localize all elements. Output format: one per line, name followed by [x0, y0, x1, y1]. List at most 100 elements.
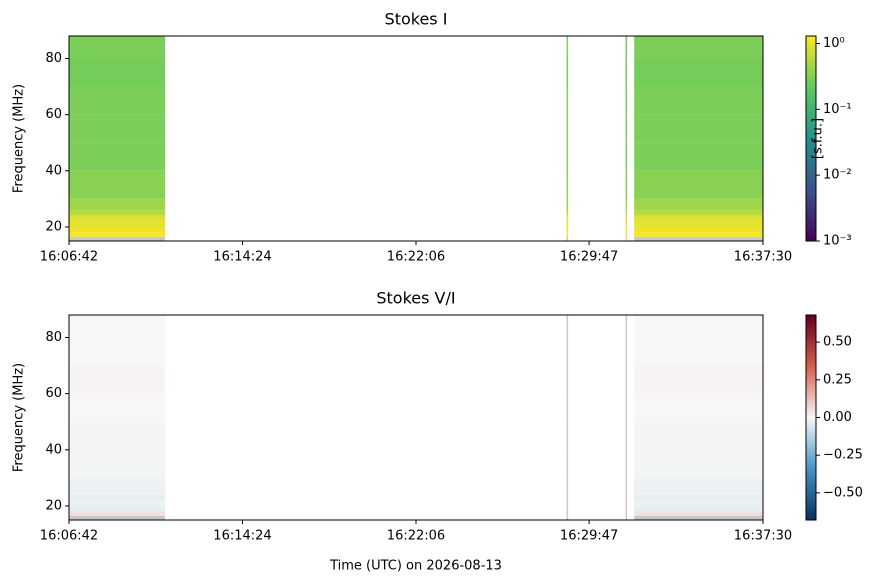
heat-cell: [625, 494, 628, 501]
colorbar-swatch: [806, 60, 816, 64]
heat-cell: [634, 505, 763, 512]
colorbar-swatch: [806, 208, 816, 211]
heat-cell: [634, 421, 763, 450]
colorbar-swatch: [806, 68, 816, 72]
colorbar-swatch: [806, 384, 816, 388]
colorbar-swatch: [806, 442, 816, 445]
colorbar-swatch: [806, 230, 816, 234]
colorbar-swatch: [806, 407, 816, 410]
colorbar-swatch: [806, 210, 816, 213]
heat-cell: [625, 500, 628, 506]
colorbar-swatch: [806, 118, 816, 121]
heat-cell: [566, 215, 569, 222]
colorbar-swatch: [806, 161, 816, 164]
colorbar-swatch: [806, 497, 816, 500]
colorbar-swatch: [806, 136, 816, 139]
heat-cell: [625, 198, 628, 211]
colorbar-swatch: [806, 167, 816, 170]
colorbar-swatch: [806, 390, 816, 394]
colorbar-swatch: [806, 425, 816, 429]
colorbar-swatch: [806, 456, 816, 459]
colorbar-swatch: [806, 200, 816, 203]
colorbar-swatch: [806, 403, 816, 406]
heat-cell: [625, 489, 628, 495]
colorbar-swatch: [806, 126, 816, 129]
colorbar-swatch: [806, 366, 816, 369]
colorbar-swatch: [806, 152, 816, 156]
colorbar-swatch: [806, 66, 816, 70]
colorbar-tick-label: 10⁻³: [823, 234, 852, 249]
colorbar-swatch: [806, 409, 816, 412]
heat-cell: [566, 500, 569, 506]
heat-cell: [625, 393, 628, 422]
colorbar-swatch: [806, 95, 816, 98]
colorbar-swatch: [806, 91, 816, 94]
heat-cell: [634, 515, 763, 520]
colorbar-swatch: [806, 101, 816, 105]
colorbar-swatch: [806, 503, 816, 507]
colorbar-swatch: [806, 216, 816, 219]
heat-cell: [566, 170, 569, 199]
heat-cell: [69, 500, 166, 506]
heat-cell: [634, 511, 763, 516]
colorbar-swatch: [806, 378, 816, 382]
heat-cell: [566, 477, 569, 490]
heat-cell: [634, 489, 763, 495]
colorbar-swatch: [806, 481, 816, 484]
heat-cell: [634, 170, 763, 199]
colorbar-swatch: [806, 197, 816, 201]
colorbar-swatch: [806, 339, 816, 343]
colorbar-swatch: [806, 345, 816, 349]
colorbar-swatch: [806, 343, 816, 347]
colorbar-tick-label: 10⁻²: [823, 168, 852, 183]
colorbar-swatch: [806, 191, 816, 195]
colorbar-swatch: [806, 372, 816, 375]
colorbar-swatch: [806, 507, 816, 511]
colorbar-swatch: [806, 140, 816, 144]
x-tick-label: 16:14:24: [213, 529, 271, 544]
colorbar-swatch: [806, 479, 816, 482]
heat-cell: [69, 365, 166, 394]
colorbar-swatch: [806, 438, 816, 441]
heat-cell: [69, 226, 166, 233]
colorbar-swatch: [806, 173, 816, 176]
colorbar-swatch: [806, 325, 816, 328]
colorbar-swatch: [806, 193, 816, 197]
colorbar-swatch: [806, 77, 816, 80]
colorbar-swatch: [806, 513, 816, 517]
colorbar-swatch: [806, 70, 816, 74]
colorbar-swatch: [806, 489, 816, 492]
x-tick-label: 16:22:06: [387, 250, 445, 265]
colorbar-swatch: [806, 397, 816, 400]
colorbar-swatch: [806, 72, 816, 76]
colorbar-swatch: [806, 429, 816, 433]
colorbar-swatch: [806, 323, 816, 326]
heat-cell: [625, 315, 628, 338]
colorbar-swatch: [806, 493, 816, 496]
colorbar-swatch: [806, 421, 816, 425]
heat-cell: [625, 215, 628, 222]
heat-cell: [566, 86, 569, 115]
colorbar-swatch: [806, 362, 816, 365]
colorbar-swatch: [806, 212, 816, 215]
colorbar-label: [s.f.u.]: [811, 118, 826, 159]
colorbar-swatch: [806, 319, 816, 322]
colorbar-swatch: [806, 491, 816, 494]
colorbar-swatch: [806, 148, 816, 152]
colorbar-swatch: [806, 321, 816, 324]
colorbar-swatch: [806, 462, 816, 466]
colorbar-swatch: [806, 99, 816, 103]
colorbar-swatch: [806, 54, 816, 57]
colorbar-swatch: [806, 368, 816, 371]
colorbar-swatch: [806, 446, 816, 449]
colorbar-swatch: [806, 234, 816, 238]
heat-cell: [69, 198, 166, 211]
colorbar-swatch: [806, 228, 816, 232]
heat-cell: [69, 170, 166, 199]
heat-cell: [625, 365, 628, 394]
heat-cell: [69, 494, 166, 501]
heat-cell: [634, 221, 763, 227]
heat-cell: [634, 477, 763, 490]
colorbar-swatch: [806, 62, 816, 66]
